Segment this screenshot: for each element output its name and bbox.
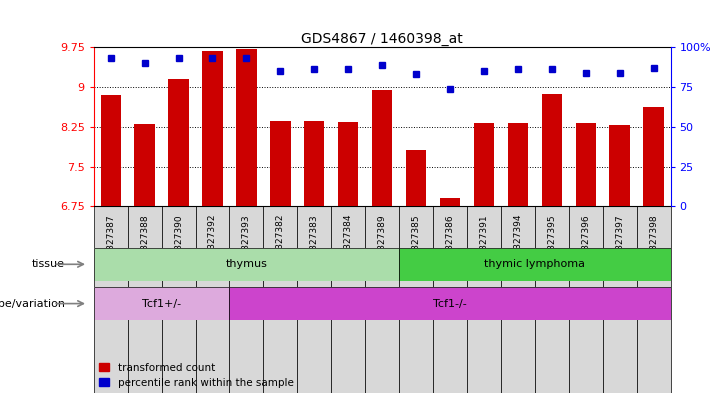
Bar	[365, 206, 399, 393]
Text: Tcf1-/-: Tcf1-/-	[433, 299, 467, 309]
Bar	[169, 79, 189, 206]
Bar	[297, 206, 331, 393]
Bar	[609, 125, 630, 206]
Bar	[541, 94, 562, 206]
Bar	[603, 206, 637, 393]
Title: GDS4867 / 1460398_at: GDS4867 / 1460398_at	[301, 32, 463, 46]
Bar	[270, 121, 291, 206]
Bar	[433, 206, 467, 393]
Bar	[399, 248, 671, 281]
Bar	[203, 51, 223, 206]
Bar	[331, 206, 365, 393]
Bar	[508, 123, 528, 206]
Bar	[440, 198, 460, 206]
Legend: transformed count, percentile rank within the sample: transformed count, percentile rank withi…	[99, 363, 293, 388]
Bar	[162, 206, 195, 393]
Bar	[501, 206, 535, 393]
Bar	[535, 206, 569, 393]
Bar	[263, 206, 297, 393]
Text: thymus: thymus	[226, 259, 267, 269]
Bar	[100, 95, 121, 206]
Bar	[304, 121, 324, 206]
Bar	[575, 123, 596, 206]
Bar	[94, 248, 399, 281]
Bar	[128, 206, 162, 393]
Bar	[229, 206, 263, 393]
Bar	[474, 123, 494, 206]
Bar	[195, 206, 229, 393]
Bar	[372, 90, 392, 206]
Bar	[236, 49, 257, 206]
Text: genotype/variation: genotype/variation	[0, 299, 65, 309]
Bar	[467, 206, 501, 393]
Bar	[338, 123, 358, 206]
Bar	[643, 107, 664, 206]
Text: thymic lymphoma: thymic lymphoma	[485, 259, 585, 269]
Bar	[406, 150, 426, 206]
Bar	[399, 206, 433, 393]
Bar	[637, 206, 671, 393]
Bar	[229, 287, 671, 320]
Text: Tcf1+/-: Tcf1+/-	[142, 299, 181, 309]
Bar	[94, 287, 229, 320]
Bar	[134, 124, 155, 206]
Bar	[569, 206, 603, 393]
Text: tissue: tissue	[32, 259, 65, 269]
Bar	[94, 206, 128, 393]
